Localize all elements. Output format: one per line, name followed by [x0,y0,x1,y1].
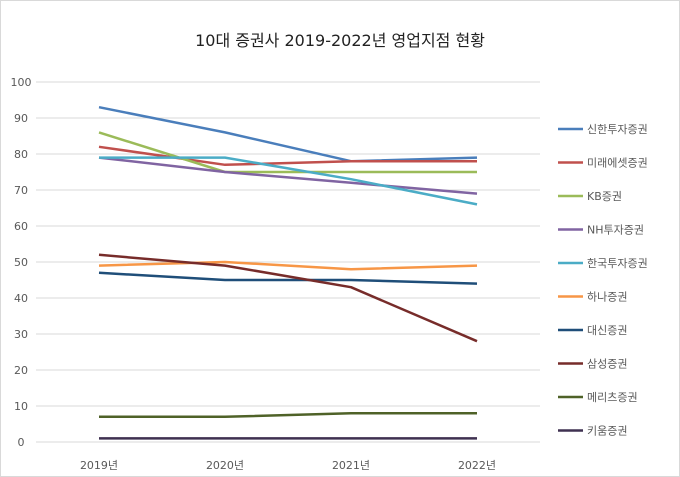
series-lines [98,105,478,440]
legend-label: KB증권 [587,190,622,203]
y-tick-label: 70 [14,184,28,197]
y-tick-label: 20 [14,364,28,377]
legend-label: 삼성증권 [587,358,627,371]
y-tick-label: 100 [11,76,32,89]
chart-title: 10대 증권사 2019-2022년 영업지점 현황 [195,31,485,50]
gridlines [36,81,540,443]
x-axis-ticks: 2019년 2020년 2021년 2022년 [80,459,496,472]
series-line-7 [98,271,478,285]
legend-label: 메리츠증권 [587,391,638,404]
y-tick-label: 30 [14,328,28,341]
series-line-2 [98,145,477,167]
y-tick-label: 60 [14,220,28,233]
y-tick-label: 90 [14,112,28,125]
series-line-8 [98,253,478,343]
series-line-6 [98,260,478,271]
x-tick-label: 2022년 [458,459,496,472]
series-line-4 [98,156,478,195]
x-tick-label: 2019년 [80,459,118,472]
y-tick-label: 50 [14,256,28,269]
x-tick-label: 2020년 [206,459,244,472]
y-tick-label: 10 [14,400,28,413]
series-line-5 [99,156,478,206]
x-tick-label: 2021년 [332,459,370,472]
legend-label: 하나증권 [587,290,627,304]
y-tick-label: 80 [14,148,28,161]
y-tick-label: 0 [18,436,25,449]
legend-label: NH투자증권 [587,224,644,237]
y-tick-label: 40 [14,292,28,305]
legend-label: 대신증권 [587,324,627,337]
legend-label: 한국투자증권 [587,257,648,270]
legend-label: 신한투자증권 [587,123,648,136]
y-axis-ticks: 0 10 20 30 40 50 60 70 80 90 100 [11,76,32,449]
series-line-3 [98,131,477,174]
series-line-1 [98,105,478,163]
series-line-9 [99,411,477,419]
legend-label: 키움증권 [587,425,627,438]
legend-label: 미래에셋증권 [587,157,648,170]
